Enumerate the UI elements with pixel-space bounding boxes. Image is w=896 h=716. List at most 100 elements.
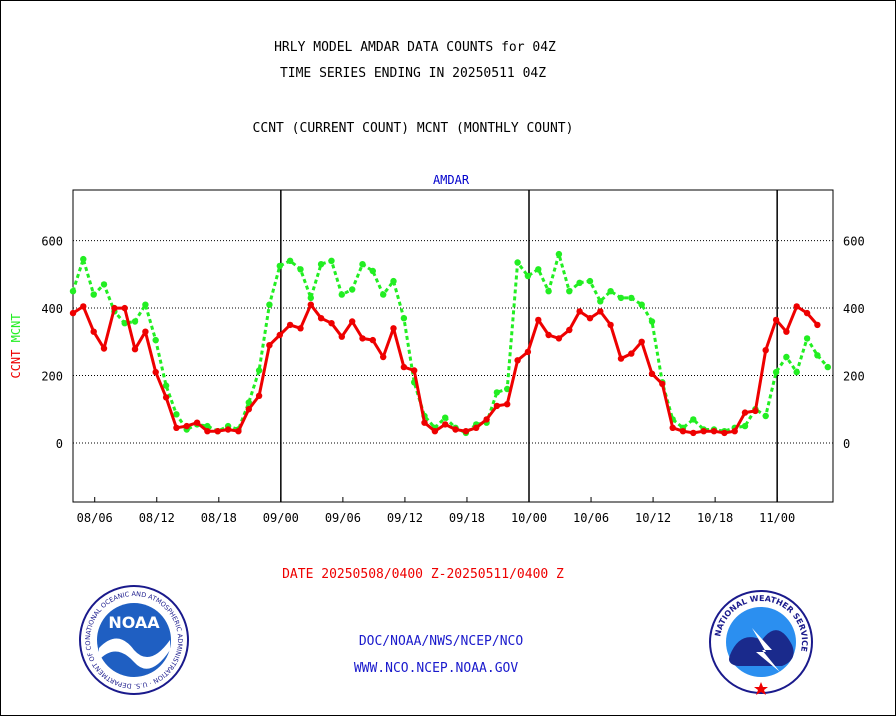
data-point-mcnt bbox=[442, 414, 449, 421]
data-point-ccnt bbox=[173, 424, 180, 431]
data-point-mcnt bbox=[173, 411, 180, 418]
data-point-ccnt bbox=[566, 326, 573, 334]
data-point-mcnt bbox=[607, 288, 614, 295]
data-point-ccnt bbox=[266, 342, 273, 349]
x-tick-label: 08/18 bbox=[201, 511, 237, 525]
data-point-mcnt bbox=[535, 266, 542, 273]
chart-header-line3: CCNT (CURRENT COUNT) MCNT (MONTHLY COUNT… bbox=[253, 121, 574, 136]
data-point-ccnt bbox=[183, 422, 190, 430]
data-point-ccnt bbox=[359, 335, 366, 342]
data-point-ccnt bbox=[80, 303, 87, 310]
x-tick-label: 09/06 bbox=[325, 511, 361, 525]
data-point-mcnt bbox=[648, 318, 656, 325]
data-point-mcnt bbox=[80, 255, 87, 263]
y-tick-label-left: 0 bbox=[56, 437, 63, 451]
data-point-ccnt bbox=[555, 335, 563, 342]
data-point-ccnt bbox=[648, 370, 656, 377]
data-point-ccnt bbox=[803, 309, 811, 317]
data-point-ccnt bbox=[255, 392, 263, 399]
series-line-ccnt bbox=[72, 303, 819, 435]
data-point-ccnt bbox=[349, 318, 356, 325]
data-point-ccnt bbox=[721, 429, 728, 437]
data-point-mcnt bbox=[380, 291, 387, 298]
data-point-mcnt bbox=[328, 257, 335, 264]
data-point-mcnt bbox=[266, 301, 273, 308]
website-link[interactable]: WWW.NCO.NCEP.NOAA.GOV bbox=[354, 661, 519, 676]
data-point-ccnt bbox=[514, 357, 521, 364]
data-point-mcnt bbox=[400, 315, 408, 322]
noaa-logo-ring-text: NATIONAL OCEANIC AND ATMOSPHERIC ADMINIS… bbox=[0, 0, 184, 690]
data-point-mcnt bbox=[504, 385, 511, 393]
y-tick-label-left: 200 bbox=[41, 370, 63, 384]
data-point-ccnt bbox=[214, 428, 221, 435]
series-mcnt bbox=[69, 250, 831, 437]
data-point-ccnt bbox=[452, 426, 459, 433]
date-range-text: DATE 20250508/0400 Z-20250511/0400 Z bbox=[282, 567, 564, 582]
y-tick-label-right: 400 bbox=[843, 302, 865, 316]
data-point-ccnt bbox=[307, 301, 314, 308]
y-axis-label: CCNT MCNT bbox=[9, 313, 23, 378]
data-point-ccnt bbox=[297, 325, 304, 332]
data-point-ccnt bbox=[628, 350, 635, 357]
data-point-ccnt bbox=[442, 421, 449, 428]
data-point-ccnt bbox=[473, 424, 480, 431]
x-tick-label: 08/06 bbox=[77, 511, 113, 525]
data-point-mcnt bbox=[586, 277, 594, 285]
data-point-ccnt bbox=[421, 419, 428, 426]
data-point-mcnt bbox=[307, 294, 314, 302]
data-point-mcnt bbox=[690, 416, 697, 423]
chart-header-line1: HRLY MODEL AMDAR DATA COUNTS for 04Z bbox=[274, 40, 556, 55]
y-tick-label-left: 600 bbox=[41, 235, 63, 249]
nws-logo: NATIONAL WEATHER SERVICE bbox=[709, 590, 813, 695]
series-ccnt bbox=[69, 301, 821, 437]
data-point-ccnt bbox=[431, 428, 439, 435]
data-point-ccnt bbox=[380, 353, 387, 361]
data-point-mcnt bbox=[359, 261, 366, 268]
data-point-ccnt bbox=[659, 380, 666, 388]
data-point-mcnt bbox=[338, 291, 345, 298]
data-point-ccnt bbox=[607, 321, 614, 329]
data-point-ccnt bbox=[131, 346, 139, 353]
data-point-ccnt bbox=[638, 338, 645, 345]
y-tick-label-left: 400 bbox=[41, 302, 63, 316]
x-tick-label: 11/00 bbox=[759, 511, 795, 525]
data-point-ccnt bbox=[586, 315, 594, 322]
axis-ticks: 0 0 200 200 400 400 600 600 08/06 08/12 08/18 09/00… bbox=[41, 235, 864, 525]
y-tick-label-right: 600 bbox=[843, 235, 865, 249]
data-point-ccnt bbox=[493, 402, 501, 410]
x-tick-label: 08/12 bbox=[139, 511, 175, 525]
data-point-mcnt bbox=[297, 266, 304, 273]
series-layer bbox=[69, 250, 831, 437]
data-point-ccnt bbox=[504, 401, 511, 408]
gridlines bbox=[73, 240, 833, 444]
data-point-ccnt bbox=[69, 309, 77, 317]
data-point-ccnt bbox=[545, 331, 552, 339]
x-tick-label: 09/18 bbox=[449, 511, 485, 525]
data-point-ccnt bbox=[752, 407, 759, 415]
data-point-ccnt bbox=[524, 348, 532, 356]
lightning-icon bbox=[752, 628, 780, 672]
data-point-ccnt bbox=[111, 304, 118, 312]
data-point-mcnt bbox=[276, 262, 283, 270]
data-point-ccnt bbox=[679, 428, 687, 435]
data-point-ccnt bbox=[710, 428, 718, 435]
data-point-ccnt bbox=[700, 428, 707, 435]
data-point-mcnt bbox=[255, 367, 263, 374]
data-point-mcnt bbox=[152, 336, 159, 344]
plot-border bbox=[72, 189, 834, 503]
data-point-mcnt bbox=[493, 389, 501, 396]
org-text: DOC/NOAA/NWS/NCEP/NCO bbox=[359, 634, 524, 649]
x-tick-label: 10/06 bbox=[573, 511, 609, 525]
data-point-mcnt bbox=[69, 288, 77, 295]
noaa-logo: NOAA NATIONAL OCEANIC AND ATMOSPHERIC AD… bbox=[0, 0, 189, 695]
data-point-ccnt bbox=[224, 426, 232, 433]
data-point-ccnt bbox=[690, 429, 697, 437]
data-point-mcnt bbox=[349, 286, 356, 293]
data-point-mcnt bbox=[566, 288, 573, 295]
data-point-ccnt bbox=[235, 428, 242, 435]
data-point-mcnt bbox=[514, 259, 521, 266]
data-point-ccnt bbox=[783, 328, 790, 335]
x-tick-label: 10/12 bbox=[635, 511, 671, 525]
data-point-mcnt bbox=[803, 335, 811, 342]
